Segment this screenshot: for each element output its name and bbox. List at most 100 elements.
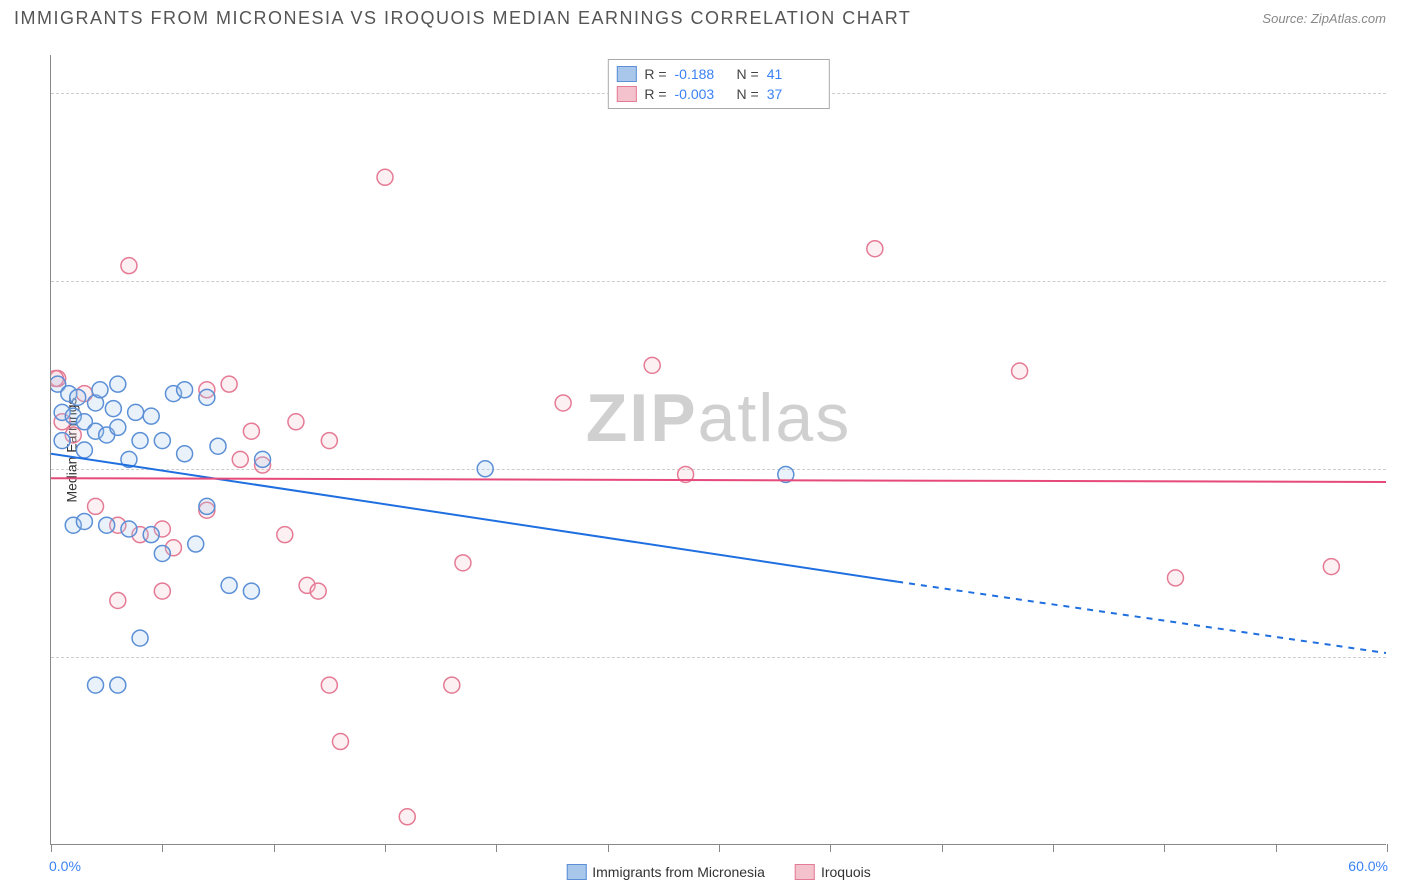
scatter-point: [321, 677, 337, 693]
x-tick: [274, 844, 275, 852]
swatch-series-1: [566, 864, 586, 880]
n-label: N =: [737, 86, 759, 102]
chart-title: IMMIGRANTS FROM MICRONESIA VS IROQUOIS M…: [14, 8, 911, 29]
scatter-point: [232, 451, 248, 467]
scatter-point: [105, 401, 121, 417]
scatter-point: [99, 517, 115, 533]
scatter-point: [199, 498, 215, 514]
r-label: R =: [644, 86, 666, 102]
scatter-point: [110, 376, 126, 392]
swatch-series-2: [795, 864, 815, 880]
legend-row-1: R = -0.188 N = 41: [616, 64, 820, 84]
y-tick-label: $60,000: [1388, 97, 1406, 113]
x-tick: [608, 844, 609, 852]
legend-item-1: Immigrants from Micronesia: [566, 864, 765, 880]
scatter-point: [1323, 559, 1339, 575]
scatter-point: [76, 442, 92, 458]
correlation-legend: R = -0.188 N = 41 R = -0.003 N = 37: [607, 59, 829, 109]
trend-line: [51, 478, 1386, 482]
scatter-point: [110, 677, 126, 693]
series-legend: Immigrants from Micronesia Iroquois: [566, 864, 871, 880]
x-axis-min-label: 0.0%: [49, 858, 81, 874]
source-label: Source:: [1262, 11, 1307, 26]
scatter-point: [143, 527, 159, 543]
scatter-point: [221, 376, 237, 392]
scatter-point: [321, 433, 337, 449]
scatter-point: [128, 404, 144, 420]
y-tick-label: $40,000: [1388, 473, 1406, 489]
x-tick: [1387, 844, 1388, 852]
x-tick: [1276, 844, 1277, 852]
scatter-point: [1012, 363, 1028, 379]
scatter-point: [277, 527, 293, 543]
scatter-point: [188, 536, 204, 552]
series-2-label: Iroquois: [821, 864, 871, 880]
scatter-point: [177, 382, 193, 398]
scatter-point: [76, 513, 92, 529]
n-value-2: 37: [767, 86, 821, 102]
x-tick: [496, 844, 497, 852]
trend-line: [51, 454, 897, 582]
scatter-point: [132, 433, 148, 449]
x-tick: [51, 844, 52, 852]
scatter-point: [88, 677, 104, 693]
scatter-point: [154, 583, 170, 599]
scatter-point: [143, 408, 159, 424]
scatter-point: [399, 809, 415, 825]
scatter-point: [54, 433, 70, 449]
scatter-point: [455, 555, 471, 571]
y-tick-label: $50,000: [1388, 285, 1406, 301]
scatter-point: [92, 382, 108, 398]
x-tick: [162, 844, 163, 852]
x-tick: [942, 844, 943, 852]
source-attribution: Source: ZipAtlas.com: [1262, 11, 1386, 26]
scatter-svg: [51, 55, 1386, 844]
trend-line-extrapolated: [897, 582, 1386, 653]
scatter-point: [310, 583, 326, 599]
scatter-point: [555, 395, 571, 411]
scatter-point: [110, 592, 126, 608]
chart-plot-area: Median Earnings ZIPatlas $30,000$40,000$…: [50, 55, 1386, 845]
source-value: ZipAtlas.com: [1311, 11, 1386, 26]
scatter-point: [332, 734, 348, 750]
r-label: R =: [644, 66, 666, 82]
series-1-label: Immigrants from Micronesia: [592, 864, 765, 880]
scatter-point: [154, 433, 170, 449]
scatter-point: [377, 169, 393, 185]
scatter-point: [121, 258, 137, 274]
scatter-point: [288, 414, 304, 430]
scatter-point: [644, 357, 660, 373]
legend-row-2: R = -0.003 N = 37: [616, 84, 820, 104]
scatter-point: [199, 389, 215, 405]
scatter-point: [243, 423, 259, 439]
swatch-series-2: [616, 86, 636, 102]
x-tick: [1053, 844, 1054, 852]
x-tick: [719, 844, 720, 852]
scatter-point: [70, 389, 86, 405]
r-value-1: -0.188: [675, 66, 729, 82]
x-tick: [385, 844, 386, 852]
scatter-point: [1167, 570, 1183, 586]
x-axis-max-label: 60.0%: [1348, 858, 1388, 874]
scatter-point: [210, 438, 226, 454]
scatter-point: [177, 446, 193, 462]
scatter-point: [867, 241, 883, 257]
x-tick: [830, 844, 831, 852]
swatch-series-1: [616, 66, 636, 82]
scatter-point: [110, 419, 126, 435]
n-label: N =: [737, 66, 759, 82]
legend-item-2: Iroquois: [795, 864, 871, 880]
scatter-point: [121, 521, 137, 537]
scatter-point: [243, 583, 259, 599]
y-tick-label: $30,000: [1388, 661, 1406, 677]
n-value-1: 41: [767, 66, 821, 82]
scatter-point: [444, 677, 460, 693]
scatter-point: [154, 545, 170, 561]
scatter-point: [221, 577, 237, 593]
scatter-point: [255, 451, 271, 467]
x-tick: [1164, 844, 1165, 852]
scatter-point: [132, 630, 148, 646]
scatter-point: [477, 461, 493, 477]
r-value-2: -0.003: [675, 86, 729, 102]
scatter-point: [88, 498, 104, 514]
